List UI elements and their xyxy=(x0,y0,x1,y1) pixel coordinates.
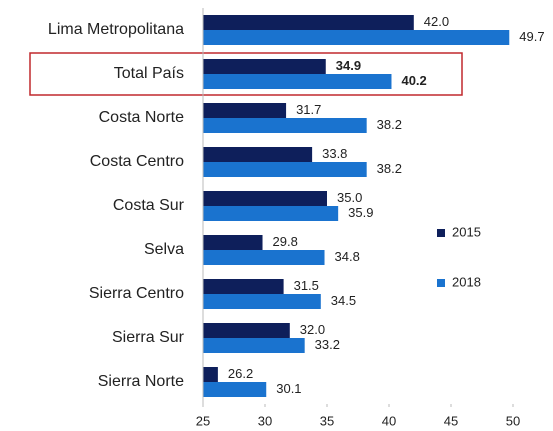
value-label: 31.5 xyxy=(294,278,319,293)
value-label: 26.2 xyxy=(228,366,253,381)
value-label: 42.0 xyxy=(424,14,449,29)
bar xyxy=(203,382,267,397)
value-label: 33.2 xyxy=(315,337,340,352)
bar xyxy=(203,206,339,221)
bar xyxy=(203,59,326,74)
x-tick-label: 40 xyxy=(382,413,396,428)
value-label: 29.8 xyxy=(273,234,298,249)
category-label: Selva xyxy=(144,241,184,258)
category-label: Costa Centro xyxy=(90,153,184,170)
category-label: Total País xyxy=(114,65,184,82)
category-label: Sierra Sur xyxy=(112,329,185,346)
value-label: 34.9 xyxy=(336,58,361,73)
x-tick-label: 45 xyxy=(444,413,458,428)
value-label: 34.5 xyxy=(331,293,356,308)
bar xyxy=(203,30,510,45)
x-tick-label: 30 xyxy=(258,413,272,428)
bar xyxy=(203,103,287,118)
bar xyxy=(203,235,263,250)
bar xyxy=(203,367,218,382)
category-label: Costa Norte xyxy=(99,109,184,126)
bar xyxy=(203,294,321,309)
bar xyxy=(203,338,305,353)
value-label: 40.2 xyxy=(401,73,426,88)
highlight-box xyxy=(29,52,463,96)
value-label: 33.8 xyxy=(322,146,347,161)
value-label: 35.0 xyxy=(337,190,362,205)
x-tick-label: 50 xyxy=(506,413,520,428)
bar xyxy=(203,279,284,294)
value-label: 32.0 xyxy=(300,322,325,337)
bar xyxy=(203,147,313,162)
category-label: Sierra Norte xyxy=(98,373,184,390)
value-label: 49.7 xyxy=(519,29,544,44)
value-label: 38.2 xyxy=(377,117,402,132)
bar xyxy=(203,191,327,206)
value-label: 34.8 xyxy=(335,249,360,264)
legend-label: 2015 xyxy=(452,224,481,239)
value-label: 38.2 xyxy=(377,161,402,176)
bar xyxy=(203,118,367,133)
bar xyxy=(203,323,290,338)
legend-swatch xyxy=(437,279,445,287)
bar xyxy=(203,15,414,30)
category-label: Costa Sur xyxy=(113,197,185,214)
legend-label: 2018 xyxy=(452,274,481,289)
value-label: 30.1 xyxy=(276,381,301,396)
category-label: Sierra Centro xyxy=(89,285,184,302)
x-tick-label: 35 xyxy=(320,413,334,428)
bar xyxy=(203,74,392,89)
x-tick-label: 25 xyxy=(196,413,210,428)
category-label: Lima Metropolitana xyxy=(48,21,184,38)
bar xyxy=(203,250,325,265)
bar xyxy=(203,162,367,177)
value-label: 31.7 xyxy=(296,102,321,117)
value-label: 35.9 xyxy=(348,205,373,220)
legend-swatch xyxy=(437,229,445,237)
